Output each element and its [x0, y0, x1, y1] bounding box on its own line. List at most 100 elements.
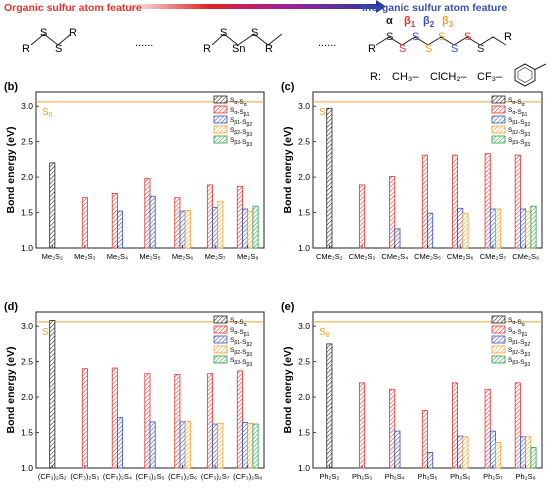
legend-label: Sβ2-Sβ3 — [230, 127, 252, 138]
atom-s: S — [438, 31, 445, 43]
x-tick-label: (CF₃)₂S₄ — [103, 472, 132, 481]
molecule-disulfide: R S S R — [22, 27, 77, 55]
bar — [217, 422, 224, 469]
bar — [525, 436, 532, 469]
molecule-polysulfide: R S Sn S R — [203, 27, 283, 55]
organic-feature-label: Organic sulfur atom feature — [4, 2, 142, 14]
chart-panel-b: 1.0 1.5 2.0 2.5 3.0 Bond energy (eV) (b) S8 Me₂S… — [4, 81, 265, 261]
bar — [49, 320, 56, 469]
alpha-label: α — [386, 15, 393, 27]
x-tick-label: (CF₃)₂S₇ — [201, 472, 230, 481]
bar — [484, 153, 491, 249]
y-tick-label: 1.0 — [21, 463, 33, 473]
x-tick-label: Ph₂S₅ — [417, 472, 437, 481]
y-axis-label: Bond energy (eV) — [282, 127, 294, 214]
r-group-phenyl-icon — [514, 63, 547, 87]
atom-s: S — [386, 31, 393, 43]
atom-sn: Sn — [232, 43, 245, 55]
bar — [514, 154, 521, 249]
x-tick-label: CMe₂S₆ — [447, 252, 474, 261]
legend-label: Sβ3-Sβ3 — [508, 357, 530, 368]
bar — [451, 382, 458, 469]
y-tick-label: 1.0 — [298, 463, 310, 473]
bar — [81, 197, 88, 249]
r-group-trifluoromethyl: CF₃– — [477, 71, 503, 83]
legend-label: Sα-Sα — [508, 317, 525, 328]
atom-r: R — [368, 43, 376, 55]
atom-s: S — [40, 27, 47, 39]
bar — [184, 420, 191, 469]
bar — [530, 205, 537, 249]
x-tick-label: Ph₂S₆ — [450, 472, 470, 481]
inorganic-feature-label: Inorganic sulfur atom feature — [362, 2, 507, 14]
legend-label: Sα-Sα — [230, 97, 247, 108]
x-tick-label: Ph₂S₄ — [385, 472, 405, 481]
y-axis-label: Bond energy (eV) — [5, 127, 17, 214]
legend-swatch — [213, 345, 228, 354]
x-tick-label: CMe₂S₄ — [381, 252, 408, 261]
bar — [514, 382, 521, 469]
legend-label: Sβ1-Sβ2 — [508, 117, 530, 128]
x-tick-label: Me₂S₆ — [172, 252, 193, 261]
x-tick-label: (CF₃)₂S₅ — [136, 472, 165, 481]
bar — [179, 210, 186, 249]
bar — [242, 422, 249, 469]
legend-label: Sβ2-Sβ3 — [508, 127, 530, 138]
y-tick-label: 3.0 — [298, 101, 310, 111]
bar — [394, 430, 401, 469]
bar — [236, 370, 243, 469]
y-tick-label: 3.0 — [21, 321, 33, 331]
legend-swatch — [491, 335, 506, 344]
beta1-label: β1 — [404, 15, 416, 29]
x-tick-label: (CF₃)₂S₂ — [38, 472, 67, 481]
legend-swatch — [213, 315, 228, 324]
atom-r: R — [504, 31, 512, 43]
r-group-chloromethyl: ClCH₂– — [430, 71, 468, 83]
header-scheme: Organic sulfur atom feature Inorganic su… — [4, 0, 547, 87]
y-tick-label: 2.0 — [21, 172, 33, 182]
bar — [462, 436, 469, 469]
legend-label: Sβ1-Sβ2 — [230, 117, 252, 128]
bar — [457, 435, 464, 469]
bar — [149, 421, 156, 469]
y-tick-label: 1.5 — [21, 428, 33, 438]
beta3-label: β3 — [442, 15, 454, 29]
y-tick-label: 3.0 — [298, 321, 310, 331]
panel-label: (b) — [4, 81, 18, 93]
bar — [489, 208, 496, 249]
atom-s: S — [220, 27, 227, 39]
beta2-label: β2 — [423, 15, 435, 29]
legend-swatch — [491, 135, 506, 144]
gradient-arrow-head — [376, 0, 386, 13]
bar — [389, 175, 396, 249]
atom-s: S — [251, 27, 258, 39]
bar — [117, 417, 124, 469]
y-tick-label: 2.5 — [21, 137, 33, 147]
chart-panel-e: 1.0 1.5 2.0 2.5 3.0 Bond energy (eV) (e) S8 Ph₂S… — [281, 301, 543, 481]
bar — [206, 184, 213, 249]
legend-swatch — [213, 105, 228, 114]
legend-swatch — [213, 335, 228, 344]
bar — [149, 195, 156, 249]
legend-swatch — [213, 135, 228, 144]
bar — [326, 343, 333, 469]
legend-swatch — [491, 125, 506, 134]
atom-s: S — [464, 31, 471, 43]
bar — [217, 200, 224, 249]
bar — [525, 211, 532, 249]
x-tick-label: Me₂S₅ — [139, 252, 160, 261]
x-tick-label: CMe₂S₅ — [414, 252, 441, 261]
legend-swatch — [213, 95, 228, 104]
bar — [236, 185, 243, 249]
bar — [81, 368, 88, 469]
y-tick-label: 3.0 — [21, 101, 33, 111]
panel-label: (c) — [281, 81, 295, 93]
x-tick-label: (CF₃)₂S₃ — [70, 472, 99, 481]
x-tick-label: Ph₂S₈ — [516, 472, 536, 481]
bar — [489, 430, 496, 469]
x-tick-label: (CF₃)₂S₆ — [168, 472, 197, 481]
x-tick-label: CMe₂S₈ — [512, 252, 539, 261]
x-tick-label: CMe₂S₂ — [316, 252, 343, 261]
atom-s: S — [451, 43, 458, 55]
